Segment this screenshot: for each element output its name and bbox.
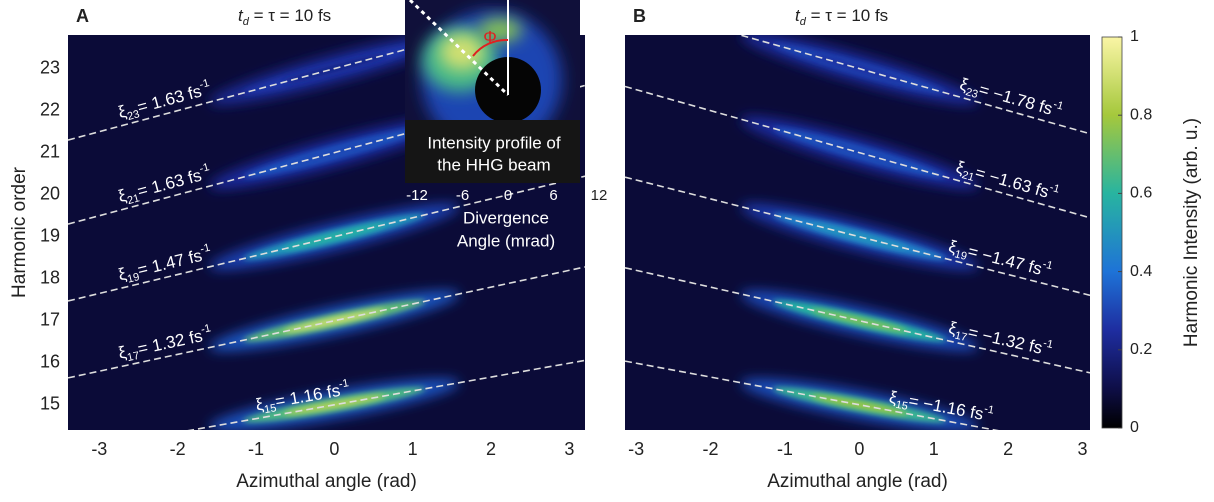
x-axis-label: Azimuthal angle (rad) (767, 471, 948, 492)
panel-label: A (76, 6, 89, 26)
x-tick-label: -3 (628, 439, 644, 459)
inset-tick-label: -12 (406, 187, 428, 204)
title-rest: = τ = 10 fs (806, 6, 888, 25)
y-tick-label: 22 (40, 99, 60, 119)
colorbar-tick-label: 0 (1130, 419, 1139, 436)
y-tick-label: 17 (40, 309, 60, 329)
x-tick-label: 1 (408, 439, 418, 459)
y-tick-label: 19 (40, 225, 60, 245)
y-axis-label: Harmonic order (9, 166, 30, 298)
panel-label: B (633, 6, 646, 26)
inset-tick-label: -6 (456, 187, 469, 204)
x-tick-label: 1 (929, 439, 939, 459)
x-tick-label: -2 (170, 439, 186, 459)
inset-tick-label: 0 (504, 187, 512, 204)
colorbar-tick-label: 0.2 (1130, 341, 1152, 358)
label-sub: 15 (895, 399, 909, 413)
angle-symbol: Φ (483, 27, 497, 46)
x-tick-label: -2 (703, 439, 719, 459)
y-tick-label: 18 (40, 267, 60, 287)
inset-tick-label: 12 (591, 187, 608, 204)
x-tick-label: -1 (777, 439, 793, 459)
inset-tick-label: 6 (549, 187, 557, 204)
colorbar (1102, 37, 1122, 428)
x-tick-label: 3 (1078, 439, 1088, 459)
y-tick-label: 21 (40, 141, 60, 161)
panel-title: td = τ = 10 fs (795, 6, 888, 27)
y-tick-label: 20 (40, 183, 60, 203)
figure: ξ15= 1.16 fs-1ξ17= 1.32 fs-1ξ19= 1.47 fs… (0, 0, 1214, 502)
x-tick-label: -3 (91, 439, 107, 459)
inset-caption: Intensity profile of (427, 133, 561, 152)
inset-axis-label: Divergence (463, 208, 549, 227)
y-tick-label: 16 (40, 352, 60, 372)
label-sup: -1 (338, 377, 350, 391)
colorbar-tick-label: 0.8 (1130, 106, 1152, 123)
colorbar-tick-label: 0.6 (1130, 185, 1152, 202)
x-tick-label: 3 (564, 439, 574, 459)
colorbar-tick-label: 0.4 (1130, 263, 1152, 280)
x-tick-label: 2 (486, 439, 496, 459)
inset-axis-label: Angle (mrad) (457, 231, 555, 250)
colorbar-label: Harmonic Intensity (arb. u.) (1181, 118, 1202, 347)
y-tick-label: 15 (40, 394, 60, 414)
title-rest: = τ = 10 fs (249, 6, 331, 25)
x-axis-label: Azimuthal angle (rad) (236, 471, 417, 492)
y-tick-label: 23 (40, 57, 60, 77)
x-tick-label: 0 (329, 439, 339, 459)
x-tick-label: 2 (1003, 439, 1013, 459)
colorbar-tick-label: 1 (1130, 28, 1139, 45)
plot-area (625, 2, 1090, 447)
x-tick-label: 0 (854, 439, 864, 459)
inset-caption: the HHG beam (437, 155, 550, 174)
x-tick-label: -1 (248, 439, 264, 459)
panel-title: td = τ = 10 fs (238, 6, 331, 27)
